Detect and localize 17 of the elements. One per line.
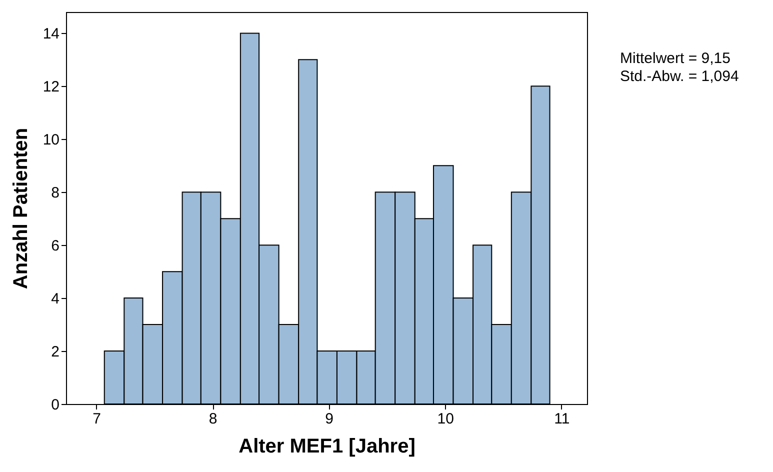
y-tick-label: 0 [51,396,60,414]
y-tick-label: 4 [51,290,60,308]
x-tick-label: 7 [92,410,101,428]
y-tick-label: 14 [42,26,60,43]
y-tick-label: 10 [42,132,60,149]
x-tick-label: 10 [437,410,454,428]
text: Std.-Abw. = 1,094 [620,68,739,86]
x-axis-title: Alter MEF1 [Jahre] [238,436,416,458]
x-tick-label: 8 [208,410,218,428]
y-tick-label: 2 [51,344,60,361]
x-tick-label: 9 [325,410,334,428]
y-tick-label: 12 [42,78,60,96]
x-tick-label: 11 [554,410,570,428]
y-tick-label: 8 [51,184,60,202]
y-axis-title: Anzahl Patienten [10,128,32,290]
text: Mittelwert = 9,15 [620,50,732,68]
y-tick-label: 6 [51,238,60,255]
